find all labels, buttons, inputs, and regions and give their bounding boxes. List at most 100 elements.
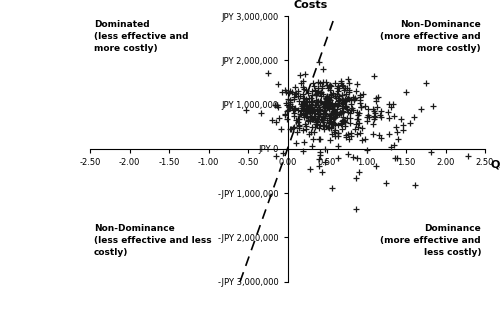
Point [422, 81, 430, 86]
Point [290, 124, 298, 130]
Point [339, 100, 347, 106]
Point [372, 105, 380, 110]
Point [296, 72, 304, 77]
Point [324, 103, 332, 108]
Point [342, 91, 350, 96]
Point [286, 97, 294, 102]
Point [361, 137, 369, 142]
Point [316, 112, 324, 117]
Point [284, 96, 292, 101]
Point [316, 153, 324, 158]
Point [331, 111, 339, 116]
Point [364, 107, 372, 112]
Point [324, 104, 332, 109]
Point [328, 110, 336, 116]
Point [305, 103, 313, 108]
Point [328, 105, 336, 110]
Point [316, 107, 324, 112]
Point [325, 121, 333, 126]
Point [307, 115, 315, 120]
Point [320, 101, 328, 106]
Point [316, 125, 324, 131]
Point [325, 96, 333, 101]
Point [302, 103, 310, 108]
Point [273, 103, 281, 108]
Point [319, 80, 327, 85]
Point [316, 136, 324, 141]
Point [290, 114, 298, 119]
Point [288, 90, 296, 95]
Point [308, 98, 316, 103]
Point [316, 91, 324, 96]
Point [310, 130, 318, 135]
Point [328, 106, 336, 111]
Point [312, 92, 320, 97]
Point [325, 83, 333, 88]
Point [323, 117, 331, 123]
Point [290, 108, 298, 113]
Point [280, 150, 287, 155]
Point [321, 111, 329, 116]
Point [390, 143, 398, 148]
Point [320, 126, 328, 131]
Point [356, 95, 364, 100]
Point [308, 102, 316, 107]
Point [386, 145, 394, 150]
Point [290, 84, 298, 90]
Point [312, 87, 320, 92]
Point [305, 109, 313, 114]
Point [314, 114, 322, 119]
Point [300, 108, 308, 113]
Point [324, 119, 332, 124]
Point [318, 119, 326, 124]
Point [324, 85, 332, 90]
Point [323, 83, 331, 88]
Point [290, 97, 298, 102]
Point [338, 100, 346, 105]
Point [272, 119, 280, 124]
Point [356, 120, 364, 125]
Point [320, 110, 328, 115]
Point [329, 109, 337, 114]
Point [346, 110, 354, 115]
Point [326, 97, 334, 102]
Point [326, 98, 334, 103]
Point [328, 122, 336, 127]
Point [338, 92, 346, 98]
Point [296, 94, 304, 99]
Point [389, 101, 397, 107]
Point [341, 123, 349, 128]
Point [303, 105, 311, 110]
Point [283, 117, 291, 122]
Point [326, 112, 334, 117]
Point [294, 107, 302, 112]
Point [394, 155, 402, 160]
Point [322, 111, 330, 116]
Point [304, 98, 312, 103]
Point [281, 112, 289, 117]
Point [370, 108, 378, 113]
Point [308, 116, 316, 122]
Point [330, 103, 338, 108]
Point [281, 87, 289, 92]
Point [305, 95, 313, 100]
Point [354, 116, 362, 121]
Point [370, 74, 378, 79]
Point [376, 112, 384, 117]
Point [296, 112, 304, 117]
Point [284, 107, 292, 112]
Point [332, 127, 340, 132]
Point [334, 155, 342, 160]
Point [299, 127, 307, 132]
Point [308, 115, 316, 120]
Point [333, 112, 341, 117]
Point [286, 89, 294, 94]
Point [278, 90, 286, 95]
Point [306, 110, 314, 115]
Point [426, 149, 434, 154]
Point [257, 111, 265, 116]
Point [324, 100, 332, 105]
Point [294, 120, 302, 125]
Point [302, 104, 310, 109]
Text: QALYs: QALYs [490, 160, 500, 170]
